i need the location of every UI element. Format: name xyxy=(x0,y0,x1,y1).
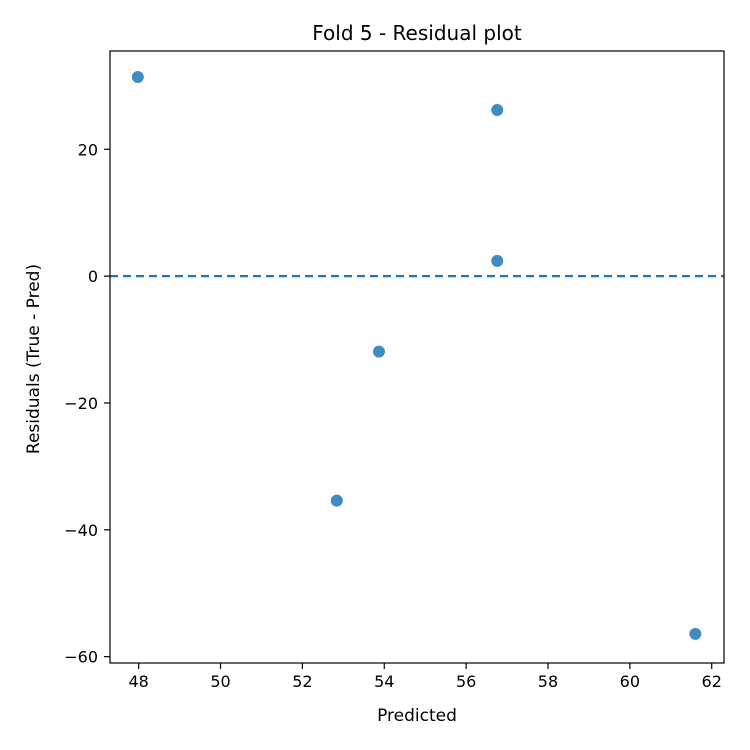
x-tick-label: 62 xyxy=(702,672,722,691)
x-tick-label: 56 xyxy=(456,672,476,691)
x-tick-label: 54 xyxy=(374,672,394,691)
y-axis: −60 −40 −20 0 20 xyxy=(64,140,110,667)
data-point xyxy=(131,71,144,84)
data-point xyxy=(491,103,504,116)
x-tick-label: 58 xyxy=(538,672,558,691)
x-tick-label: 52 xyxy=(292,672,312,691)
y-tick-label: −20 xyxy=(64,394,98,413)
plot-area xyxy=(109,50,725,664)
y-tick-label: 0 xyxy=(88,267,98,286)
y-axis-label: Residuals (True - Pred) xyxy=(24,264,44,454)
y-tick-label: 20 xyxy=(78,140,98,159)
data-point xyxy=(491,254,504,267)
x-axis-label: Predicted xyxy=(377,706,457,726)
data-point xyxy=(689,627,702,640)
x-axis: 48 50 52 54 56 58 60 62 xyxy=(128,663,722,691)
y-tick-label: −40 xyxy=(64,521,98,540)
x-tick-label: 60 xyxy=(620,672,640,691)
data-point xyxy=(330,494,343,507)
x-tick-label: 50 xyxy=(210,672,230,691)
chart-title: Fold 5 - Residual plot xyxy=(312,21,522,45)
plot-frame xyxy=(109,50,725,664)
y-tick-label: −60 xyxy=(64,648,98,667)
x-tick-label: 48 xyxy=(128,672,148,691)
data-point xyxy=(372,345,385,358)
